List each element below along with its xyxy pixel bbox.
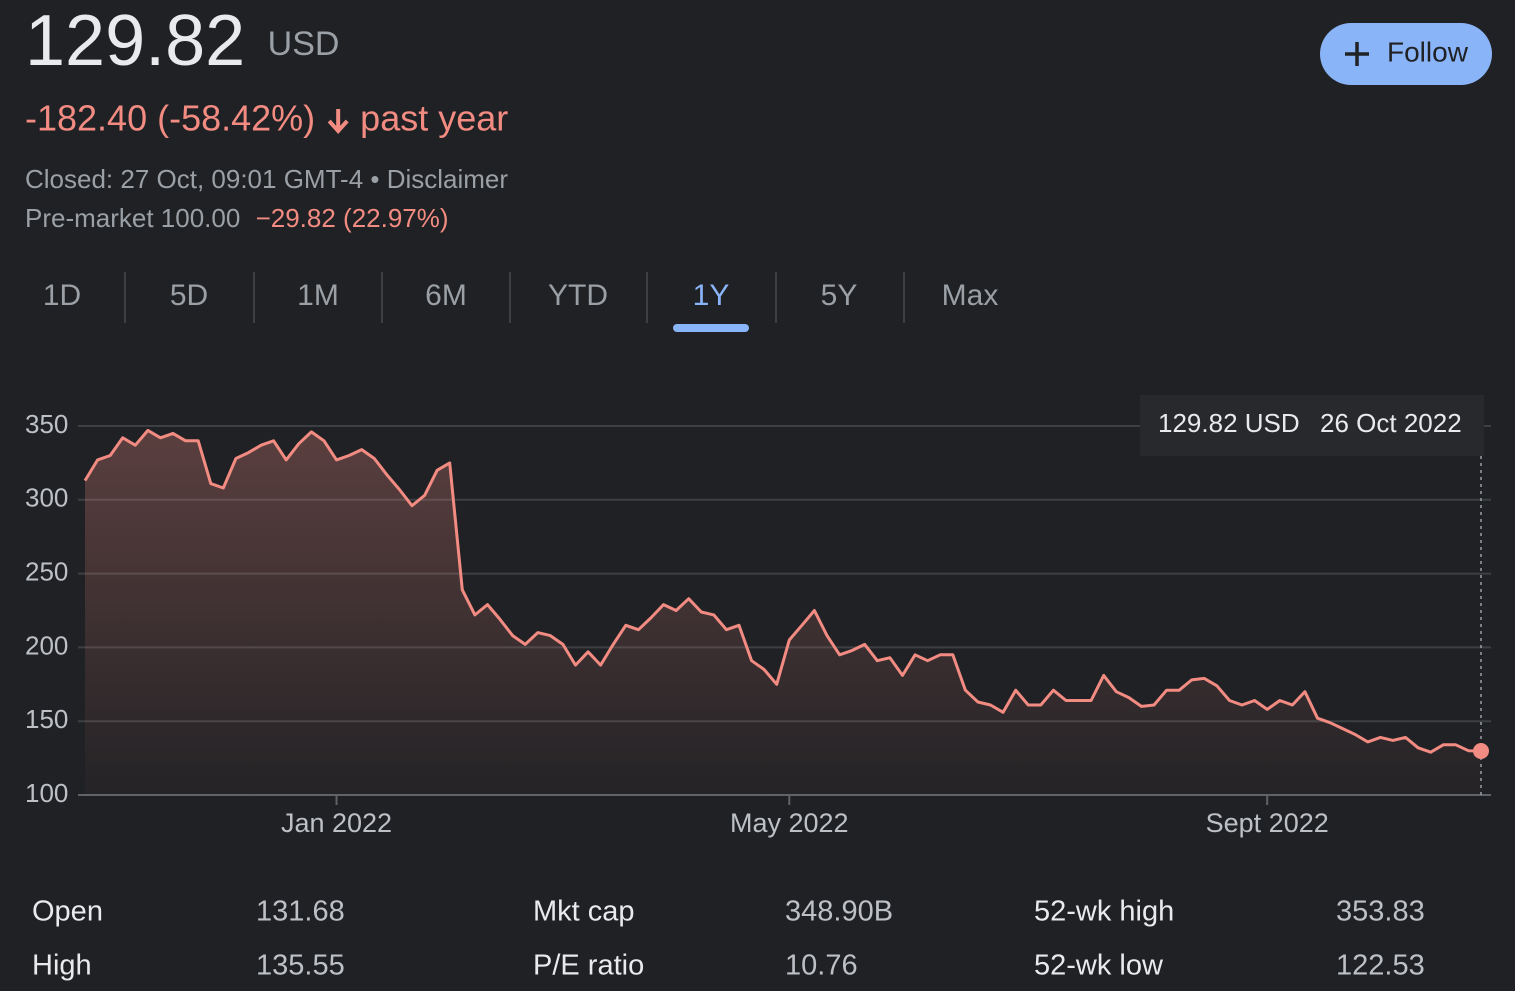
- range-tab[interactable]: 5Y: [821, 279, 858, 312]
- stat-label: Open: [32, 896, 103, 928]
- range-tab[interactable]: 1Y: [693, 279, 730, 312]
- stat-value: 135.55: [256, 950, 345, 982]
- change: -182.40 (-58.42%): [25, 98, 315, 139]
- range-tab[interactable]: 1M: [297, 279, 339, 312]
- down-arrow: [327, 109, 349, 134]
- last-point: [1473, 742, 1489, 759]
- y-tick-label: 300: [25, 483, 68, 513]
- y-tick-label: 100: [25, 778, 68, 808]
- tooltip-date: 26 Oct 2022: [1320, 408, 1462, 438]
- period: past year: [360, 98, 508, 139]
- tooltip-bg: [1140, 395, 1484, 456]
- tab-underline: [673, 324, 749, 332]
- follow-button[interactable]: Follow: [1320, 23, 1492, 85]
- stat-label: Mkt cap: [533, 896, 635, 928]
- stat-label: High: [32, 950, 92, 982]
- premarket-line: Pre-market 100.00 −29.82 (22.97%): [25, 203, 449, 233]
- closed-info: Closed: 27 Oct, 09:01 GMT-4 • Disclaimer: [25, 164, 508, 194]
- stat-value: 131.68: [256, 896, 345, 928]
- range-tab[interactable]: 5D: [170, 279, 208, 312]
- stats-table: Open 131.68 Mkt cap 348.90B 52-wk high 353.83…: [32, 896, 1425, 982]
- x-tick-label: May 2022: [730, 808, 849, 838]
- stat-label: 52-wk high: [1034, 896, 1174, 928]
- stat-value: 348.90B: [785, 896, 893, 928]
- stat-value: 122.53: [1336, 950, 1425, 982]
- stat-label: P/E ratio: [533, 950, 644, 982]
- y-tick-label: 200: [25, 630, 68, 660]
- range-tab[interactable]: Max: [942, 279, 999, 312]
- follow-label[interactable]: Follow: [1387, 36, 1469, 67]
- y-tick-label: 350: [25, 409, 68, 439]
- range-tab[interactable]: 6M: [425, 279, 467, 312]
- premarket-change: −29.82 (22.97%): [256, 203, 449, 233]
- tooltip-price: 129.82 USD: [1158, 408, 1300, 438]
- chart: 100 150 200 250 300 350 Jan 2022 May 2022 Sept 2…: [25, 395, 1491, 838]
- stat-value: 10.76: [785, 950, 858, 982]
- follow-bg[interactable]: [1320, 23, 1492, 85]
- plus-icon: [1345, 42, 1369, 66]
- y-tick-label: 150: [25, 704, 68, 734]
- range-tab[interactable]: YTD: [548, 279, 608, 312]
- range-tabs: 1D 5D 1M 6M YTD 1Y 5Y Max: [43, 272, 999, 332]
- price-line: 129.82 USD: [25, 1, 339, 81]
- stat-value: 353.83: [1336, 896, 1425, 928]
- area: [85, 430, 1481, 795]
- stat-label: 52-wk low: [1034, 950, 1164, 982]
- y-tick-label: 250: [25, 556, 68, 586]
- price-line: [83, 428, 1482, 754]
- price: 129.82: [25, 1, 245, 81]
- x-tick-label: Sept 2022: [1206, 808, 1329, 838]
- currency: USD: [268, 25, 340, 63]
- premarket: Pre-market 100.00: [25, 203, 240, 233]
- range-tab[interactable]: 1D: [43, 279, 81, 312]
- x-tick-label: Jan 2022: [281, 808, 392, 838]
